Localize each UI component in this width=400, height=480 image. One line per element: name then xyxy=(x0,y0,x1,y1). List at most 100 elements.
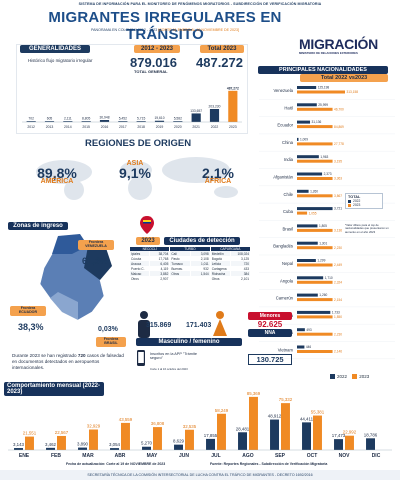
monthly-bar-2022 xyxy=(174,444,183,450)
region-america-pct: 89,8% xyxy=(37,165,77,181)
nationality-bar-2022 xyxy=(297,276,324,280)
monthly-bar-2022 xyxy=(206,438,215,450)
hist-bar-value: 5,715 xyxy=(137,117,145,121)
ciudades-table-row: Cúcuta 17,768 Pasto 2,108 Bogotá 3,125 xyxy=(130,256,251,261)
monthly-legend-2023: 2023 xyxy=(359,374,370,379)
monthly-bar-2022 xyxy=(302,422,311,450)
generalidades-title: GENERALIDADES xyxy=(20,45,90,53)
nationality-value-2022: 1,805 xyxy=(319,224,327,228)
ciudades-table-row: Ipiales 38,704 Cali 3,098 Medellín 108,024 xyxy=(130,251,251,256)
nationalities-chart: Venezuela 125,198 313,158 Haití 25,999 46,700… xyxy=(255,86,395,359)
nationality-label: Nepal xyxy=(282,261,293,266)
male-icon xyxy=(138,311,150,338)
subtitle-period: PANORAMA EN COLOMBIA 2012 - 2023 xyxy=(91,28,158,32)
region-america: 89,8% AMÉRICA xyxy=(32,165,82,185)
historic-label: Histórico flujo migratorio irregular xyxy=(28,58,93,63)
nationality-bar-2023 xyxy=(297,315,333,319)
monthly-bar-chart: 3,143 21,551 ENE 3,462 22,567 FEB 3,890 32,929 M… xyxy=(8,391,392,459)
ciudades-table-cell: Otros xyxy=(130,276,150,281)
monthly-title: Comportamiento mensual (2022-2023) xyxy=(4,382,104,396)
nationality-bar-2023 xyxy=(297,90,345,94)
nationality-value-2022: 1,260 xyxy=(319,293,327,297)
monthly-category-label: NOV xyxy=(339,453,351,459)
total-general-value: 879.016 xyxy=(130,55,177,70)
hist-bar xyxy=(44,121,55,122)
nationality-bar-2022 xyxy=(297,103,317,107)
nationality-value-2023: 27,778 xyxy=(334,142,344,146)
period-badge: 2012 - 2023 xyxy=(134,45,180,53)
nationality-value-2022: 2,373 xyxy=(324,172,332,176)
nationality-value-2023: 46,700 xyxy=(334,108,344,112)
logo-subtitle: MINISTERIO DE RELACIONES EXTERIORES xyxy=(299,51,358,55)
nationality-label: Haití xyxy=(284,105,293,110)
ecuador-pct: 38,3% xyxy=(18,322,44,332)
hist-bar xyxy=(99,120,110,122)
monthly-bar-2023 xyxy=(25,436,34,450)
hist-year-label: 2017 xyxy=(119,125,127,129)
nationality-label: Angola xyxy=(280,278,294,283)
zonas-title: Zonas de ingreso xyxy=(8,222,68,230)
phone-icon xyxy=(137,350,145,366)
total-2023-badge: Total 2023 xyxy=(200,45,244,53)
nationality-value-2022: 31,136 xyxy=(312,120,322,124)
nationality-label: Bangladés xyxy=(273,244,293,249)
regiones-title: REGIONES DE ORIGEN xyxy=(85,138,192,149)
app-note: Corte 1 al 16 octubre del 2023 xyxy=(150,367,188,371)
monthly-bar-2023 xyxy=(121,422,130,450)
legend-2023-label: 2023 xyxy=(353,203,361,207)
ciudades-table-cell xyxy=(170,276,190,281)
legend-2022: 2022 xyxy=(348,199,380,203)
nationality-bar-2022 xyxy=(297,120,311,124)
monthly-value-2023: 43,559 xyxy=(119,417,133,422)
monthly-legend-2022-swatch xyxy=(330,374,335,380)
generalidades-panel xyxy=(16,44,248,134)
nationality-label: Vietnam xyxy=(278,348,294,353)
hist-year-label: 2015 xyxy=(82,125,90,129)
subtitle-cutoff: [CORTE 01 ENERO AL 19 NOVIEMBRE DE 2023] xyxy=(158,28,239,32)
nationality-value-2023: 1,850 xyxy=(334,315,342,319)
nationality-label: Venezuela xyxy=(273,88,293,93)
monthly-bar-2023 xyxy=(313,415,322,450)
region-america-name: AMÉRICA xyxy=(40,178,74,185)
nationality-value-2022: 1,710 xyxy=(325,276,333,280)
nationality-value-2023: 3,363 xyxy=(334,177,342,181)
ciudades-table-cell: 2,101 xyxy=(230,276,251,281)
nationality-value-2023: 3,136 xyxy=(334,229,342,233)
female-icon xyxy=(213,311,227,336)
ciudades-table-cell: 433 xyxy=(230,266,251,271)
hist-bar xyxy=(136,121,146,122)
nationality-label: China xyxy=(282,140,294,145)
nationality-bar-2022 xyxy=(297,345,305,349)
source-note: Fuente: Reportes Regionales - Subdirecci… xyxy=(210,462,328,466)
nationality-value-2023: 2,324 xyxy=(334,281,342,285)
hist-year-label: 2019 xyxy=(156,125,164,129)
nationality-value-2022: 3,721 xyxy=(334,207,342,211)
nationality-label: Chile xyxy=(283,192,293,197)
monthly-value-2023: 22,567 xyxy=(55,430,69,435)
ciudades-table-cell: 2,907 xyxy=(150,276,170,281)
monthly-value-2023: 32,535 xyxy=(183,424,197,429)
monthly-value-2023: 75,332 xyxy=(279,397,293,402)
hist-bar xyxy=(191,113,201,122)
monthly-legend: 2022 2023 xyxy=(330,374,370,380)
nationality-label: Cuba xyxy=(283,209,294,214)
monthly-value-2022: 3,054 xyxy=(109,442,121,447)
monthly-category-label: MAY xyxy=(147,453,158,459)
nationality-bar-2022 xyxy=(297,293,318,297)
monthly-bar-2022 xyxy=(110,448,119,450)
ciudades-title: Ciudades de detección xyxy=(164,237,240,245)
nationality-bar-2022 xyxy=(297,310,331,314)
monthly-bar-2022 xyxy=(366,438,375,450)
monthly-category-label: AGO xyxy=(242,453,254,459)
ciudades-table-cell: 108,024 xyxy=(230,251,251,256)
nationality-value-2022: 25,999 xyxy=(318,103,328,107)
nationalities-title: PRINCIPALES NACIONALIDADES xyxy=(258,66,388,74)
monthly-value-2022: 5,270 xyxy=(141,441,153,446)
ciudades-table-cell: Cartagena xyxy=(210,266,230,271)
hist-bar xyxy=(26,121,36,122)
hist-year-label: 2018 xyxy=(137,125,145,129)
monthly-value-2022: 3,462 xyxy=(45,442,57,447)
nationality-bar-2023 xyxy=(297,332,333,336)
menores-label: Menores xyxy=(248,312,292,320)
nationality-value-2023: 2,230 xyxy=(334,332,342,336)
